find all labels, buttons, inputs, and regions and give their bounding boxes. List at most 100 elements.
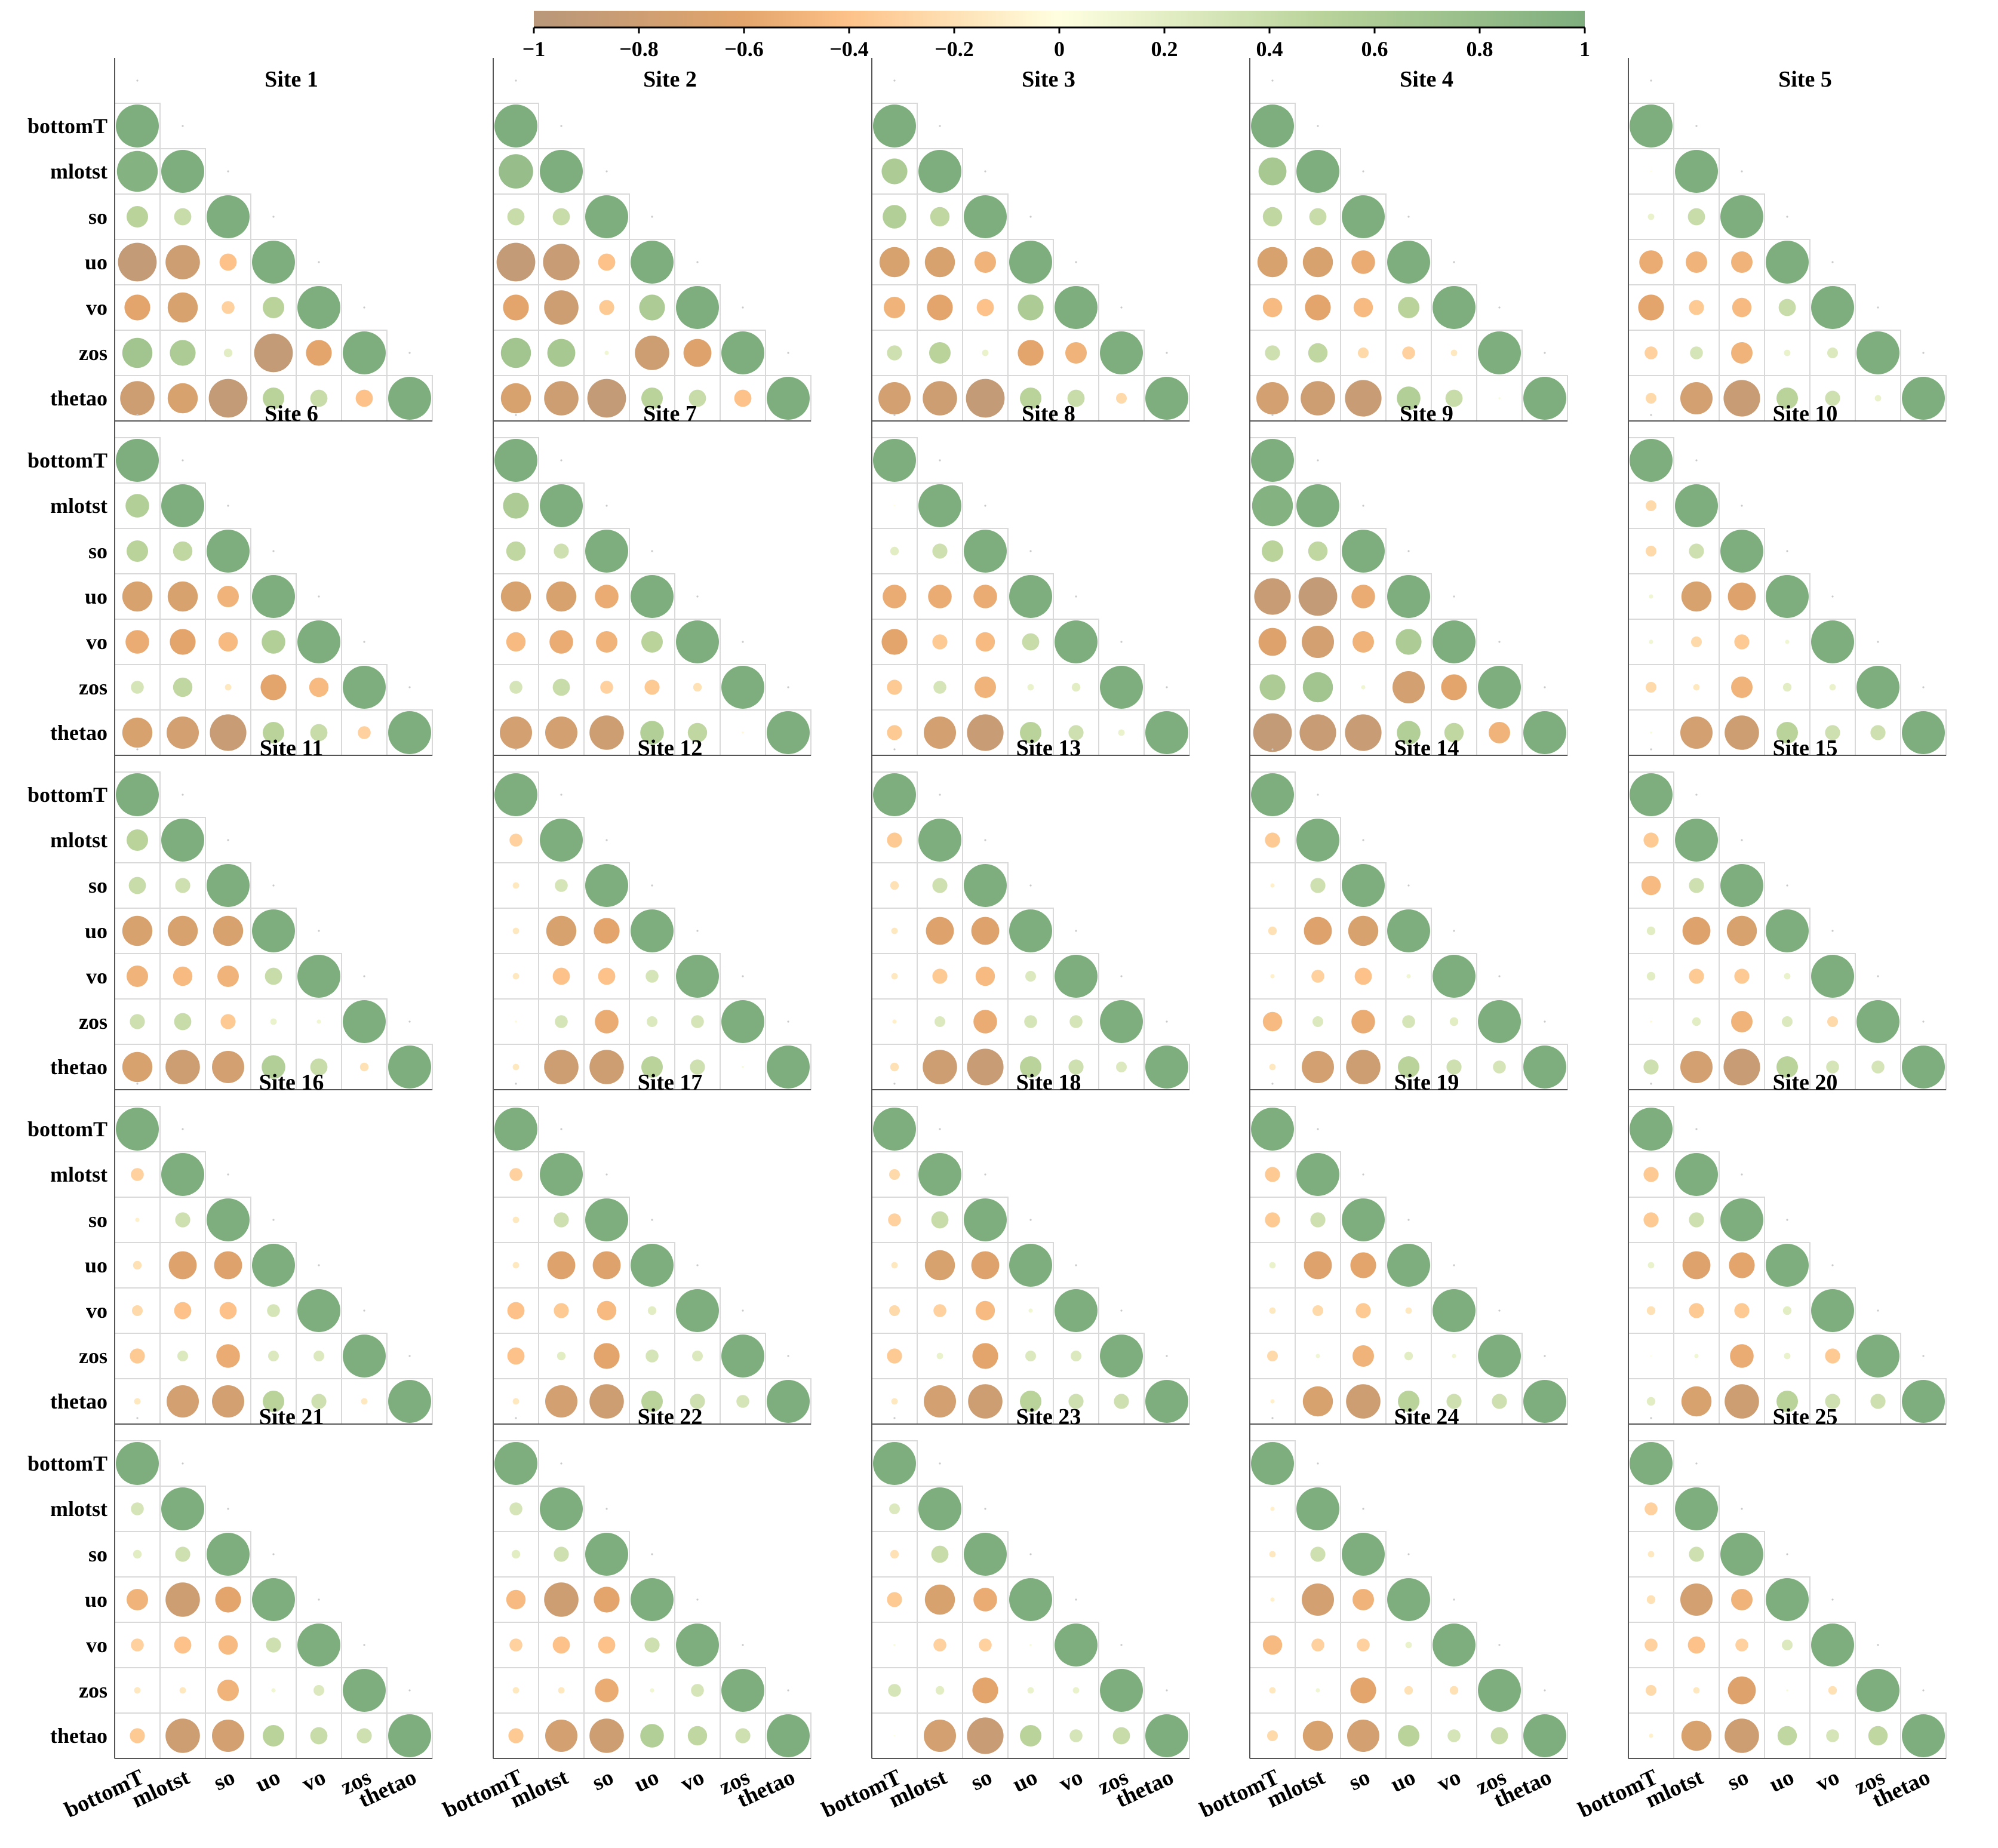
corr-circle-zos-uo: zos vs uo: 0.3	[1402, 1015, 1415, 1028]
corr-circle-zos-vo: zos vs vo: -0.2	[1449, 1686, 1459, 1695]
panel-grid: bottomT vs bottomT: 1 mlotst vs bottomT: …	[27, 58, 1947, 1823]
corr-circle-zos-so: zos vs so: -0.55	[595, 1010, 619, 1034]
empty-cell-dot	[1786, 550, 1788, 552]
corr-circle-thetao-bottomT: thetao vs bottomT: -0.75	[1256, 382, 1289, 414]
empty-cell-dot	[1695, 1128, 1698, 1130]
empty-cell-dot	[939, 794, 941, 796]
corr-circle-thetao-vo: thetao vs vo: 0.4	[1445, 389, 1463, 407]
corr-circle-vo-bottomT: vo vs bottomT: -0.25	[889, 1305, 900, 1316]
empty-cell-dot	[318, 1598, 320, 1601]
corr-circle-thetao-vo: thetao vs vo: 0.4	[310, 389, 328, 407]
panel-title: Site 11	[260, 736, 324, 761]
diag-circle-mlotst-mlotst: mlotst vs mlotst: 1	[1675, 819, 1718, 862]
diag-circle-vo-vo: vo vs vo: 1	[1811, 1623, 1854, 1666]
corr-circle-zos-mlotst: zos vs mlotst: 0.45	[173, 677, 193, 697]
corr-circle-thetao-so: thetao vs so: -0.9	[966, 379, 1005, 418]
corr-circle-so-bottomT: so vs bottomT: -0.35	[1265, 1212, 1280, 1228]
diag-circle-mlotst-mlotst: mlotst vs mlotst: 1	[161, 819, 204, 862]
corr-circle-mlotst-bottomT: mlotst vs bottomT: -0.35	[1643, 832, 1659, 848]
empty-cell-dot	[227, 505, 229, 507]
corr-circle-thetao-uo: thetao vs uo: 0.5	[641, 1391, 663, 1412]
corr-circle-mlotst-bottomT: mlotst vs bottomT: -0.3	[131, 1168, 144, 1181]
panel-title: Site 16	[259, 1070, 324, 1095]
corr-circle-thetao-so: thetao vs so: -0.85	[1723, 380, 1760, 417]
corr-circle-mlotst-bottomT: mlotst vs bottomT: 0.3	[131, 1502, 144, 1515]
empty-cell-dot	[1271, 414, 1274, 416]
corr-circle-vo-mlotst: vo vs mlotst: -0.35	[1689, 968, 1704, 984]
corr-circle-zos-so: zos vs so: -0.5	[1353, 1345, 1374, 1367]
corr-circle-vo-bottomT: vo vs bottomT: -0.6	[503, 294, 529, 321]
empty-cell-dot	[1650, 414, 1652, 416]
corr-circle-so-mlotst: so vs mlotst: 0.35	[1310, 878, 1326, 893]
row-label-mlotst: mlotst	[50, 1497, 107, 1521]
corr-circle-thetao-uo: thetao vs uo: 0.5	[641, 388, 663, 409]
corr-circle-uo-so: uo vs so: -0.55	[1351, 250, 1375, 274]
corr-circle-vo-uo: vo vs uo: 0.1	[1406, 974, 1411, 979]
corr-circle-zos-mlotst: zos vs mlotst: 0.5	[929, 342, 951, 364]
corr-circle-uo-bottomT: uo vs bottomT: -0.85	[1254, 578, 1291, 615]
empty-cell-dot	[1029, 884, 1032, 887]
corr-circle-vo-so: vo vs so: -0.3	[222, 301, 235, 314]
corr-circle-uo-so: uo vs so: -0.4	[219, 253, 237, 271]
empty-cell-dot	[1271, 748, 1274, 751]
empty-cell-dot	[1741, 505, 1743, 507]
corr-circle-vo-uo: vo vs uo: 0.1	[1785, 639, 1790, 644]
diag-circle-mlotst-mlotst: mlotst vs mlotst: 1	[1675, 150, 1718, 193]
corr-circle-uo-so: uo vs so: -0.65	[592, 1251, 621, 1280]
corr-circle-uo-mlotst: uo vs mlotst: -0.7	[924, 1250, 955, 1281]
empty-cell-dot	[136, 1417, 139, 1419]
empty-cell-dot	[1453, 595, 1455, 598]
corr-circle-zos-so: zos vs so: -0.55	[595, 1678, 619, 1702]
diag-circle-mlotst-mlotst: mlotst vs mlotst: 1	[161, 1153, 204, 1196]
corr-circle-mlotst-bottomT: mlotst vs bottomT: -0.35	[1643, 1167, 1659, 1182]
corr-circle-zos-bottomT: zos vs bottomT: -0.25	[1646, 1685, 1656, 1696]
diag-circle-uo-uo: uo vs uo: 1	[631, 909, 674, 952]
corr-circle-vo-so: vo vs so: -0.45	[975, 1300, 995, 1321]
corr-circle-vo-so: vo vs so: -0.4	[598, 1636, 616, 1654]
corr-circle-zos-vo: zos vs vo: 0.15	[1829, 684, 1836, 691]
corr-circle-zos-bottomT: zos vs bottomT: 0.3	[888, 1684, 901, 1697]
corr-circle-so-mlotst: so vs mlotst: 0.35	[175, 878, 190, 893]
empty-cell-dot	[560, 459, 562, 462]
diag-circle-mlotst-mlotst: mlotst vs mlotst: 1	[918, 150, 961, 193]
empty-cell-dot	[560, 794, 562, 796]
corr-circle-thetao-zos: thetao vs zos: 0.35	[1114, 1394, 1129, 1409]
diag-circle-vo-vo: vo vs vo: 1	[676, 1289, 719, 1332]
corr-circle-zos-bottomT: zos vs bottomT: -0.25	[1267, 1351, 1278, 1361]
corr-circle-thetao-so: thetao vs so: -0.85	[210, 714, 247, 751]
panel-title: Site 22	[638, 1404, 703, 1429]
diag-circle-zos-zos: zos vs zos: 1	[343, 331, 386, 374]
corr-circle-zos-so: zos vs so: -0.5	[217, 1680, 239, 1701]
corr-circle-zos-uo: zos vs uo: 0.25	[1782, 1016, 1793, 1027]
row-label-so: so	[88, 874, 107, 897]
empty-cell-dot	[742, 306, 744, 309]
corr-circle-vo-so: vo vs so: -0.3	[1735, 1638, 1748, 1652]
diag-circle-bottomT-bottomT: bottomT vs bottomT: 1	[494, 1108, 537, 1151]
corr-circle-zos-bottomT: zos vs bottomT: 0	[1650, 1355, 1652, 1357]
corr-circle-thetao-bottomT: thetao vs bottomT: -0.1	[1270, 1399, 1275, 1404]
corr-circle-zos-mlotst: zos vs mlotst: 0.3	[555, 1015, 568, 1028]
corr-circle-thetao-mlotst: thetao vs mlotst: -0.75	[167, 717, 199, 749]
diag-circle-bottomT-bottomT: bottomT vs bottomT: 1	[873, 104, 916, 147]
corr-circle-vo-bottomT: vo vs bottomT: -0.15	[891, 973, 898, 980]
diag-circle-thetao-thetao: thetao vs thetao: 1	[388, 1046, 431, 1088]
corr-circle-thetao-vo: thetao vs vo: 0.45	[687, 722, 708, 743]
corr-circle-mlotst-bottomT: mlotst vs bottomT: 0.5	[127, 829, 148, 851]
empty-cell-dot	[1120, 975, 1123, 977]
colorbar-tick-label: 0.6	[1361, 37, 1388, 61]
empty-cell-dot	[1741, 1173, 1743, 1176]
empty-cell-dot	[515, 79, 517, 82]
corr-circle-thetao-vo: thetao vs vo: 0.45	[687, 1726, 708, 1746]
corr-circle-uo-mlotst: uo vs mlotst: -0.8	[165, 1582, 200, 1617]
panel-site-24: bottomT vs bottomT: 1 mlotst vs bottomT: …	[1196, 1395, 1568, 1823]
diag-circle-mlotst-mlotst: mlotst vs mlotst: 1	[1296, 819, 1339, 862]
row-label-mlotst: mlotst	[50, 828, 107, 852]
corr-circle-thetao-mlotst: thetao vs mlotst: -0.75	[1302, 1051, 1334, 1083]
corr-circle-vo-bottomT: vo vs bottomT: -0.3	[1644, 1638, 1658, 1652]
empty-cell-dot	[1544, 1689, 1546, 1692]
corr-circle-vo-uo: vo vs uo: -0.15	[1405, 1307, 1412, 1314]
corr-circle-uo-so: uo vs so: -0.55	[595, 585, 619, 608]
row-label-bottomT: bottomT	[27, 448, 107, 472]
diag-circle-thetao-thetao: thetao vs thetao: 1	[1902, 1046, 1945, 1088]
corr-circle-so-bottomT: so vs bottomT: 0.15	[1647, 213, 1655, 220]
